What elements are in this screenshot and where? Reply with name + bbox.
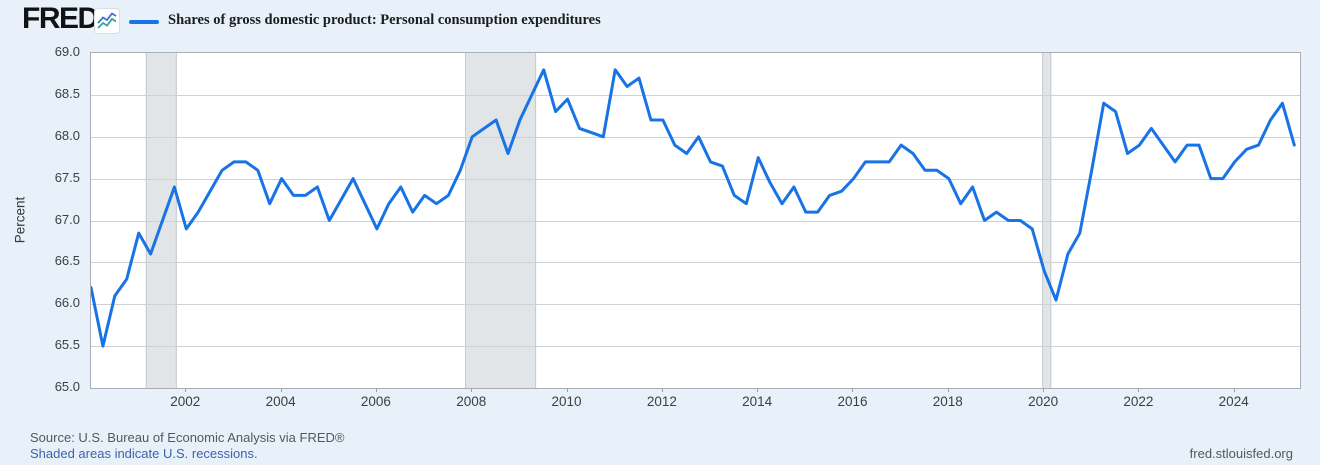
x-tick-label: 2018 — [932, 394, 963, 409]
y-tick-label: 67.5 — [54, 169, 80, 185]
recession-band — [1042, 53, 1052, 388]
legend-line-swatch — [129, 20, 159, 24]
y-tick-label: 66.5 — [54, 253, 80, 269]
x-tick-label: 2010 — [551, 394, 582, 409]
x-tick-mark — [471, 388, 473, 392]
legend-series-label: Shares of gross domestic product: Person… — [168, 12, 601, 28]
fred-logo[interactable]: FRED® — [22, 4, 104, 41]
x-tick-mark — [1043, 388, 1045, 392]
y-tick-label: 69.0 — [54, 44, 80, 59]
fred-site-link[interactable]: fred.stlouisfed.org — [1189, 446, 1293, 461]
x-tick-label: 2024 — [1218, 394, 1249, 409]
y-tick-label: 67.0 — [54, 211, 80, 227]
x-tick-mark — [661, 388, 663, 392]
x-tick-label: 2004 — [265, 394, 296, 409]
x-tick-mark — [947, 388, 949, 392]
x-tick-mark — [1233, 388, 1235, 392]
x-tick-mark — [757, 388, 759, 392]
x-tick-mark — [852, 388, 854, 392]
x-tick-label: 2022 — [1123, 394, 1154, 409]
source-text: Source: U.S. Bureau of Economic Analysis… — [30, 430, 345, 445]
y-tick-label: 68.5 — [54, 85, 80, 101]
plot-area[interactable] — [90, 52, 1301, 389]
y-tick-label: 65.0 — [54, 379, 80, 394]
recession-band — [465, 53, 537, 388]
x-tick-label: 2002 — [170, 394, 201, 409]
x-tick-label: 2014 — [742, 394, 773, 409]
x-tick-mark — [280, 388, 282, 392]
fred-logo-text: FRED — [22, 2, 99, 35]
y-tick-label: 65.5 — [54, 337, 80, 353]
fred-sparkline-icon — [94, 8, 120, 34]
y-tick-label: 68.0 — [54, 127, 80, 143]
x-tick-mark — [1138, 388, 1140, 392]
y-tick-label: 66.0 — [54, 295, 80, 311]
x-tick-label: 2006 — [360, 394, 391, 409]
pce-share-series-line — [91, 68, 1296, 348]
x-tick-mark — [375, 388, 377, 392]
x-tick-label: 2008 — [456, 394, 487, 409]
line-chart — [91, 53, 1300, 388]
y-axis-title: Percent — [12, 196, 28, 244]
recession-note-link[interactable]: Shaded areas indicate U.S. recessions. — [30, 446, 258, 461]
x-tick-label: 2020 — [1028, 394, 1059, 409]
x-tick-label: 2012 — [646, 394, 677, 409]
x-tick-mark — [185, 388, 187, 392]
x-tick-label: 2016 — [837, 394, 868, 409]
x-tick-mark — [566, 388, 568, 392]
